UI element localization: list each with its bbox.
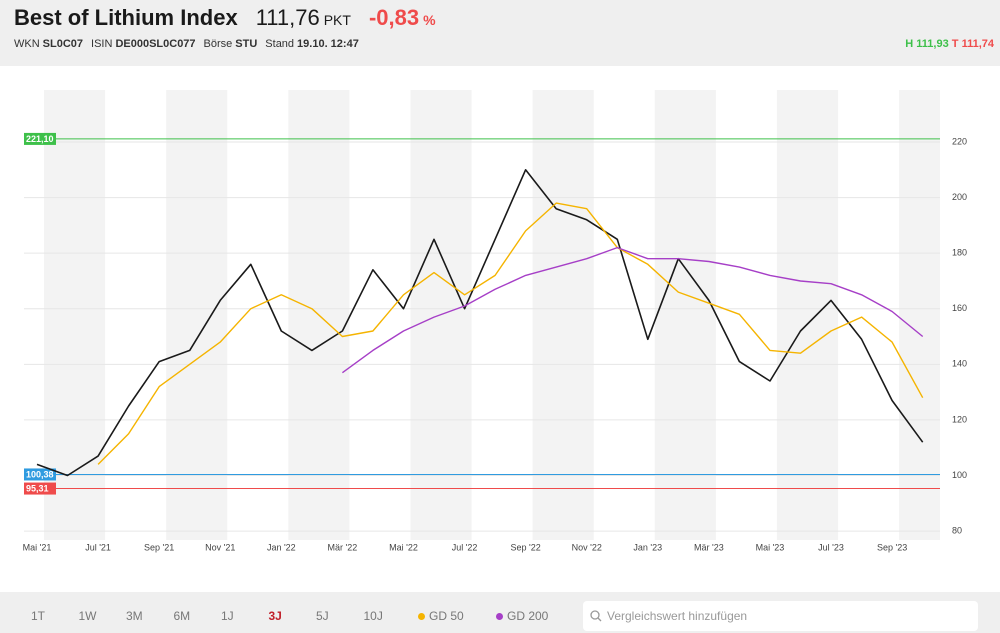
range-button[interactable]: 6M bbox=[173, 609, 191, 623]
legend-label: GD 200 bbox=[507, 609, 549, 623]
reference-label: 95,31 bbox=[26, 483, 49, 493]
x-tick-label: Jan '23 bbox=[633, 542, 662, 552]
header: Best of Lithium Index 111,76 PKT -0,83% WKN… bbox=[0, 0, 1000, 66]
range-button[interactable]: 3J bbox=[268, 609, 282, 623]
month-band bbox=[44, 90, 106, 540]
legend-swatch bbox=[496, 613, 503, 620]
y-tick-label: 100 bbox=[952, 470, 967, 480]
title: Best of Lithium Index bbox=[14, 5, 238, 30]
meta-value: SL0C07 bbox=[42, 38, 84, 50]
search-icon bbox=[590, 610, 602, 622]
high-low: H 111,93 T 111,74 bbox=[905, 38, 994, 50]
meta-label: Stand bbox=[265, 38, 295, 50]
meta-value: DE000SL0C077 bbox=[115, 38, 196, 50]
low-value: 111,74 bbox=[961, 38, 994, 50]
legend-swatch bbox=[418, 613, 425, 620]
legend-item[interactable]: GD 200 bbox=[496, 609, 548, 623]
price: 111,76 bbox=[255, 5, 320, 30]
y-tick-label: 120 bbox=[952, 414, 967, 424]
x-tick-label: Nov '21 bbox=[205, 542, 235, 552]
legend-item[interactable]: GD 50 bbox=[418, 609, 464, 623]
range-button[interactable]: 5J bbox=[316, 609, 329, 623]
reference-label-box bbox=[24, 468, 56, 481]
range-button[interactable]: 1W bbox=[78, 609, 97, 623]
y-tick-label: 180 bbox=[952, 248, 967, 258]
high-value: 111,93 bbox=[916, 38, 949, 50]
reference-label: 221,10 bbox=[26, 134, 54, 144]
y-tick-label: 220 bbox=[952, 136, 967, 146]
meta: WKN SL0C07 ISIN DE000SL0C077 Börse STU Stand 19… bbox=[14, 38, 367, 50]
x-tick-label: Mär '22 bbox=[328, 542, 358, 552]
legend-label: GD 50 bbox=[429, 609, 464, 623]
x-tick-label: Sep '22 bbox=[511, 542, 541, 552]
reference-label-box bbox=[24, 132, 56, 145]
y-tick-label: 160 bbox=[952, 303, 967, 313]
x-tick-label: Jan '22 bbox=[267, 542, 296, 552]
x-tick-label: Nov '22 bbox=[572, 542, 602, 552]
range-button[interactable]: 1T bbox=[31, 609, 46, 623]
meta-value: STU bbox=[235, 38, 258, 50]
search-placeholder: Vergleichswert hinzufügen bbox=[607, 609, 748, 623]
high-label: H bbox=[905, 38, 914, 50]
month-band bbox=[166, 90, 228, 540]
change: -0,83 bbox=[368, 5, 420, 30]
meta-value: 19.10. 12:47 bbox=[297, 38, 359, 50]
month-band bbox=[654, 90, 716, 540]
low-label: T bbox=[951, 38, 959, 50]
change-unit: % bbox=[423, 12, 436, 28]
month-band bbox=[532, 90, 594, 540]
reference-label: 100,38 bbox=[26, 469, 54, 479]
x-tick-label: Jul '23 bbox=[818, 542, 844, 552]
range-button[interactable]: 1J bbox=[221, 609, 234, 623]
series-line bbox=[97, 202, 924, 465]
x-tick-label: Mai '21 bbox=[23, 542, 52, 552]
title-row: Best of Lithium Index 111,76 PKT -0,83% bbox=[14, 5, 454, 31]
month-band bbox=[776, 90, 839, 540]
x-tick-label: Sep '21 bbox=[144, 542, 174, 552]
range-button[interactable]: 10J bbox=[363, 609, 383, 623]
series-line bbox=[36, 169, 924, 477]
range-button[interactable]: 3M bbox=[126, 609, 143, 623]
y-tick-label: 140 bbox=[952, 359, 967, 369]
toolbar: Vergleichswert hinzufügen 1T 1W 3M 6M 1J 3J 5J… bbox=[0, 592, 1000, 633]
y-tick-label: 80 bbox=[952, 525, 962, 535]
unit: PKT bbox=[323, 12, 351, 28]
x-tick-label: Jul '21 bbox=[85, 542, 111, 552]
meta-label: Börse bbox=[203, 38, 233, 50]
x-tick-label: Mai '23 bbox=[756, 542, 785, 552]
chart: 80 100 120 140 160 180 200 220 Mai '21 Jul '21 Sep… bbox=[23, 90, 967, 552]
x-tick-label: Sep '23 bbox=[877, 542, 907, 552]
search-box[interactable]: Vergleichswert hinzufügen bbox=[583, 601, 978, 631]
meta-label: ISIN bbox=[91, 38, 113, 50]
reference-label-box bbox=[24, 482, 56, 495]
meta-label: WKN bbox=[14, 38, 40, 50]
y-tick-label: 200 bbox=[952, 192, 967, 202]
month-band bbox=[899, 90, 940, 540]
x-tick-label: Mär '23 bbox=[694, 542, 724, 552]
series-line bbox=[341, 246, 924, 374]
x-tick-label: Jul '22 bbox=[452, 542, 478, 552]
x-tick-label: Mai '22 bbox=[389, 542, 418, 552]
